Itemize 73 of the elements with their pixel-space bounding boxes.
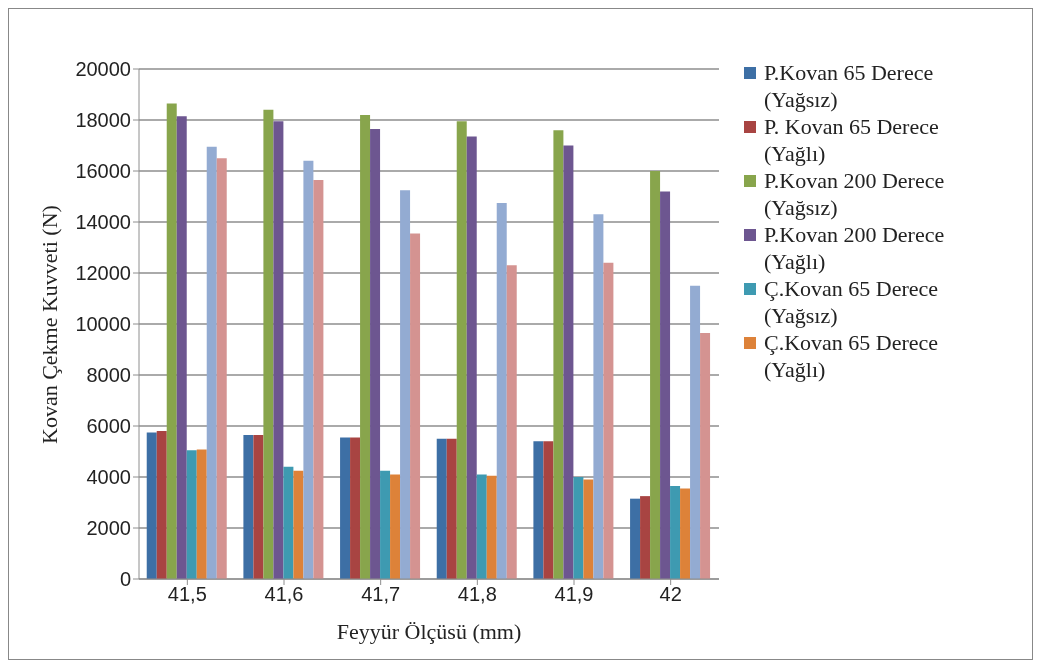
bar	[476, 474, 487, 579]
bar	[593, 214, 604, 579]
bar	[196, 449, 207, 579]
bar	[660, 191, 671, 579]
x-tick-label: 41,5	[167, 583, 207, 606]
x-tick-label: 41,7	[361, 583, 401, 606]
bar	[176, 116, 187, 579]
x-tick-label: 41,9	[554, 583, 594, 606]
bar	[360, 114, 371, 579]
bar	[506, 265, 517, 579]
bar	[273, 121, 284, 579]
bar	[573, 477, 584, 579]
bar	[410, 233, 421, 579]
bar	[446, 438, 457, 579]
bar	[216, 158, 227, 579]
legend-label: Ç.Kovan 65 Derece (Yağlı)	[764, 329, 940, 383]
legend-label: P.Kovan 200 Derece (Yağlı)	[764, 221, 946, 275]
bar	[146, 432, 157, 579]
bar	[370, 128, 381, 579]
y-tick-label: 4000	[86, 466, 131, 489]
bar	[166, 103, 177, 579]
bar	[380, 470, 391, 579]
bar	[206, 146, 217, 579]
bar	[496, 202, 507, 579]
x-axis-title: Feyyür Ölçüsü (mm)	[336, 619, 522, 644]
y-tick-label: 16000	[75, 160, 131, 183]
y-tick-label: 0	[119, 568, 131, 591]
y-tick-label: 20000	[75, 58, 131, 81]
bar	[533, 441, 544, 579]
bar	[603, 262, 614, 579]
x-tick-label: 42	[659, 583, 682, 606]
bar	[436, 438, 447, 579]
y-tick-label: 2000	[86, 517, 131, 540]
bar	[156, 431, 167, 579]
bar	[456, 121, 467, 579]
bar	[263, 109, 274, 579]
bar	[243, 434, 254, 579]
legend-label: P. Kovan 65 Derece (Yağlı)	[764, 113, 940, 167]
bar	[583, 479, 594, 579]
bar	[700, 332, 711, 579]
bar	[340, 437, 351, 579]
legend-label: P.Kovan 65 Derece (Yağsız)	[764, 59, 935, 113]
bar	[186, 450, 197, 579]
bar	[293, 470, 304, 579]
bar	[283, 466, 294, 579]
bar	[303, 160, 314, 579]
bar	[390, 474, 401, 579]
bar	[553, 130, 564, 579]
bar	[640, 496, 651, 579]
y-tick-label: 14000	[75, 211, 131, 234]
y-tick-label: 8000	[86, 364, 131, 387]
bar	[680, 488, 691, 579]
y-axis-title: Kovan Çekme Kuvveti (N)	[36, 205, 62, 444]
bar	[690, 285, 701, 579]
y-tick-label: 6000	[86, 415, 131, 438]
x-tick-label: 41,8	[457, 583, 497, 606]
bar	[670, 485, 681, 579]
y-tick-label: 18000	[75, 109, 131, 132]
bar	[563, 145, 574, 579]
bar	[313, 179, 324, 579]
y-tick-label: 10000	[75, 313, 131, 336]
legend-label: Ç.Kovan 65 Derece (Yağsız)	[764, 275, 940, 329]
bar	[350, 437, 361, 579]
bar	[486, 475, 497, 579]
bar	[466, 136, 477, 579]
x-tick-label: 41,6	[264, 583, 304, 606]
bar	[543, 441, 554, 579]
bar	[630, 498, 641, 579]
bar	[650, 171, 661, 579]
bar	[253, 434, 264, 579]
y-tick-label: 12000	[75, 262, 131, 285]
legend-label: P.Kovan 200 Derece (Yağsız)	[764, 167, 946, 221]
bar	[400, 190, 411, 579]
